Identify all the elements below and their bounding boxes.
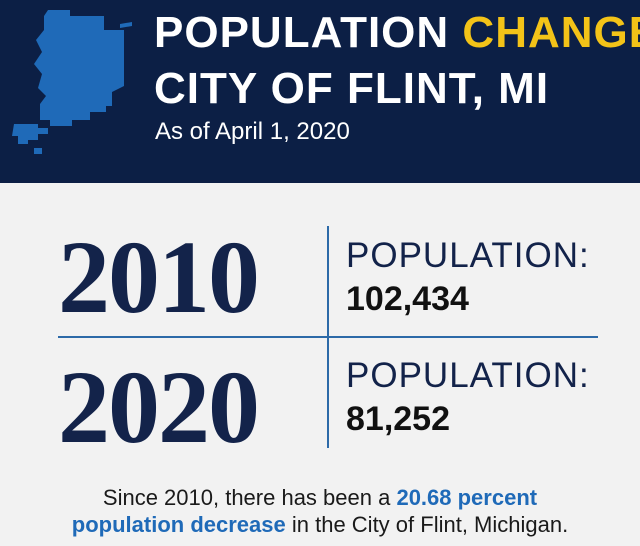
year-2010: 2010 [58, 220, 260, 335]
as-of-date: As of April 1, 2020 [155, 118, 350, 145]
header-banner: POPULATION CHANGE CITY OF FLINT, MI As o… [0, 0, 640, 183]
summary-text: Since 2010, there has been a 20.68 perce… [0, 484, 640, 538]
summary-suffix: in the City of Flint, Michigan. [285, 512, 569, 537]
summary-highlight-percent: 20.68 percent [396, 485, 538, 510]
title-part1: POPULATION [154, 8, 463, 57]
page-title-line2: CITY OF FLINT, MI [154, 64, 550, 113]
population-label-2020: POPULATION: [346, 356, 590, 395]
horizontal-divider [58, 336, 598, 338]
population-value-2010: 102,434 [346, 280, 469, 318]
summary-highlight-decrease: population decrease [71, 512, 286, 537]
population-value-2020: 81,252 [346, 400, 450, 438]
population-label-2010: POPULATION: [346, 236, 590, 275]
title-accent: CHANGE [462, 8, 640, 57]
summary-prefix: Since 2010, there has been a [102, 485, 397, 510]
flint-city-map-icon [12, 10, 132, 154]
year-2020: 2020 [58, 350, 260, 465]
page-title-line1: POPULATION CHANGE [154, 8, 640, 58]
